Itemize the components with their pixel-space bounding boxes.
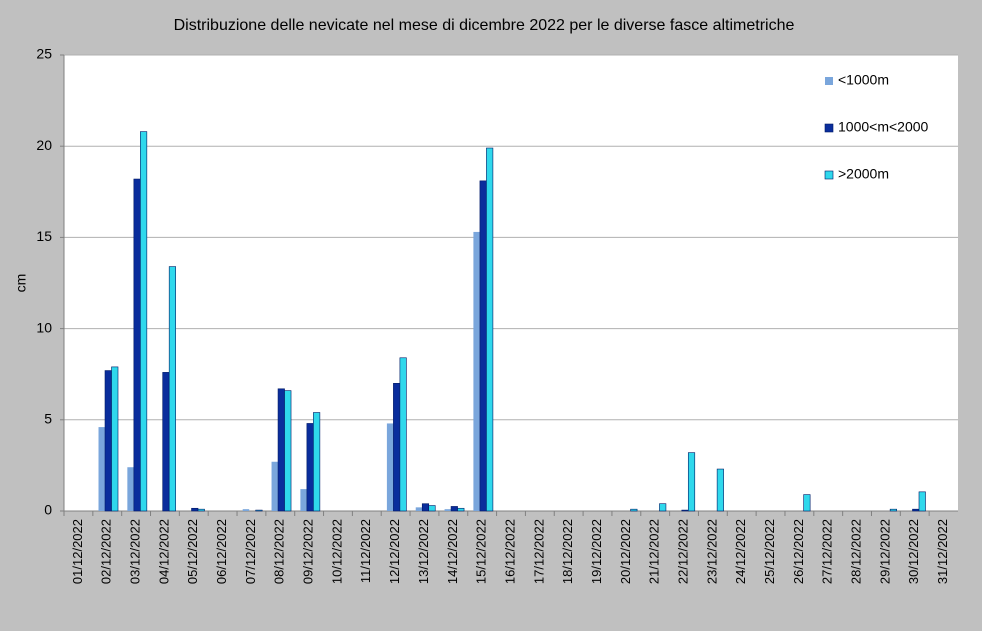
plot-area: [64, 55, 958, 511]
bar: [104, 370, 112, 512]
bar: [111, 366, 119, 512]
chart-title: Distribuzione delle nevicate nel mese di…: [174, 17, 795, 34]
x-tick-label: 03/12/2022: [128, 519, 143, 584]
legend-label: >2000m: [838, 166, 889, 182]
bar: [140, 131, 148, 512]
bar: [393, 383, 401, 512]
x-tick-label: 25/12/2022: [762, 519, 777, 584]
y-tick-label: 0: [44, 502, 52, 518]
bar: [168, 266, 176, 512]
bar: [415, 507, 423, 511]
bar: [284, 390, 292, 512]
x-tick-label: 06/12/2022: [214, 519, 229, 584]
bar: [162, 372, 170, 512]
x-tick-label: 10/12/2022: [329, 519, 344, 584]
x-tick-label: 23/12/2022: [704, 519, 719, 584]
bar: [486, 147, 494, 512]
bar: [399, 357, 407, 512]
x-tick-label: 12/12/2022: [387, 519, 402, 584]
bar: [681, 509, 689, 512]
bar: [450, 506, 458, 512]
x-tick-label: 02/12/2022: [99, 519, 114, 584]
x-tick-label: 19/12/2022: [589, 519, 604, 584]
x-tick-label: 22/12/2022: [675, 519, 690, 584]
x-tick-label: 30/12/2022: [906, 519, 921, 584]
bar: [479, 180, 487, 512]
x-tick-label: 18/12/2022: [560, 519, 575, 584]
bar: [716, 468, 724, 512]
legend-swatch: [824, 123, 834, 133]
legend-swatch: [825, 77, 833, 85]
bar: [803, 494, 811, 512]
bar: [98, 427, 106, 511]
legend-swatch: [824, 170, 834, 180]
bar: [313, 412, 321, 512]
bar: [127, 467, 134, 511]
bar: [133, 178, 141, 512]
bar: [428, 505, 436, 512]
y-tick-label: 25: [36, 46, 52, 62]
x-tick-label: 04/12/2022: [156, 519, 171, 584]
x-tick-label: 26/12/2022: [791, 519, 806, 584]
x-tick-label: 05/12/2022: [185, 519, 200, 584]
bar: [306, 423, 314, 512]
y-tick-label: 15: [36, 228, 52, 244]
bar: [457, 507, 465, 512]
x-tick-label: 20/12/2022: [618, 519, 633, 584]
bar: [918, 491, 926, 512]
x-tick-label: 31/12/2022: [935, 519, 950, 584]
x-tick-label: 21/12/2022: [647, 519, 662, 584]
x-tick-label: 09/12/2022: [301, 519, 316, 584]
bar: [277, 388, 285, 512]
x-tick-label: 15/12/2022: [474, 519, 489, 584]
x-tick-label: 11/12/2022: [358, 519, 373, 583]
bar: [421, 503, 430, 512]
x-tick-label: 16/12/2022: [502, 519, 517, 584]
x-tick-label: 29/12/2022: [877, 519, 892, 584]
bar: [386, 423, 394, 511]
bar: [659, 503, 667, 512]
legend-label: 1000<m<2000: [838, 119, 929, 135]
bar: [197, 508, 205, 512]
x-tick-label: 28/12/2022: [849, 519, 864, 584]
y-tick-label: 20: [36, 137, 52, 153]
bar: [473, 231, 480, 512]
bar: [912, 508, 920, 512]
x-tick-label: 13/12/2022: [416, 519, 431, 584]
x-tick-label: 14/12/2022: [445, 519, 460, 584]
bar: [242, 509, 250, 511]
y-tick-label: 10: [36, 319, 52, 335]
x-tick-label: 07/12/2022: [243, 519, 258, 584]
bar: [255, 509, 263, 512]
x-tick-label: 27/12/2022: [820, 519, 835, 584]
y-tick-label: 5: [44, 411, 52, 427]
y-axis-label: cm: [13, 274, 29, 293]
x-tick-label: 17/12/2022: [531, 519, 546, 584]
bar: [191, 507, 199, 512]
bar: [444, 509, 452, 511]
bar: [630, 508, 638, 512]
bar: [889, 508, 897, 512]
bar: [687, 452, 696, 512]
bar: [300, 489, 307, 511]
bar: [271, 461, 279, 511]
legend-label: <1000m: [838, 72, 889, 88]
x-tick-label: 01/12/2022: [70, 519, 85, 584]
x-tick-label: 08/12/2022: [272, 519, 287, 584]
x-tick-label: 24/12/2022: [733, 519, 748, 584]
